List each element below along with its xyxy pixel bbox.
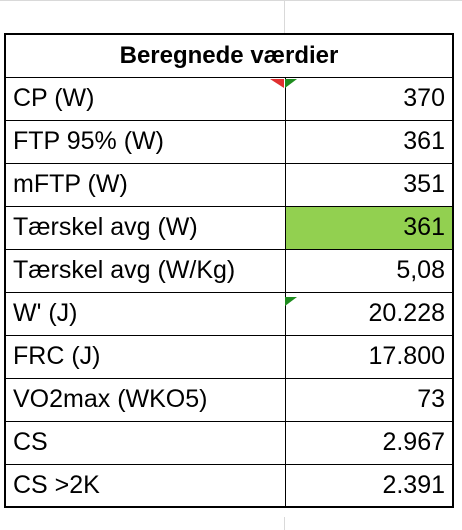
table-row: FRC (J) 17.800 xyxy=(4,334,454,379)
row-value: 20.228 xyxy=(284,291,454,336)
comment-indicator xyxy=(285,297,297,306)
table-row: Tærskel avg (W) 361 xyxy=(4,205,454,250)
row-label: FTP 95% (W) xyxy=(4,119,286,164)
row-value: 370 xyxy=(284,76,454,121)
row-value: 351 xyxy=(284,162,454,207)
table-title: Beregnede værdier xyxy=(4,33,454,78)
values-table: Beregnede værdier CP (W) 370 FTP 95% (W) 36… xyxy=(4,33,454,508)
table-row: CP (W) 370 xyxy=(4,76,454,121)
table-row: CS >2K 2.391 xyxy=(4,463,454,508)
table-row: W' (J) 20.228 xyxy=(4,291,454,336)
row-label: Tærskel avg (W/Kg) xyxy=(4,248,286,293)
row-label: VO2max (WKO5) xyxy=(4,377,286,422)
grid-line xyxy=(284,0,285,33)
row-value: 2.967 xyxy=(284,420,454,465)
row-value: 73 xyxy=(284,377,454,422)
row-value: 2.391 xyxy=(284,463,454,508)
row-value: 17.800 xyxy=(284,334,454,379)
table-row: Tærskel avg (W/Kg) 5,08 xyxy=(4,248,454,293)
row-label: CS xyxy=(4,420,286,465)
table-row: CS 2.967 xyxy=(4,420,454,465)
row-label: mFTP (W) xyxy=(4,162,286,207)
table-row: VO2max (WKO5) 73 xyxy=(4,377,454,422)
table-row: mFTP (W) 351 xyxy=(4,162,454,207)
row-value: 5,08 xyxy=(284,248,454,293)
comment-indicator xyxy=(285,79,297,88)
row-label: Tærskel avg (W) xyxy=(4,205,286,250)
grid-line xyxy=(0,0,462,1)
row-value: 361 xyxy=(284,119,454,164)
header-row: Beregnede værdier xyxy=(4,33,454,78)
row-value: 361 xyxy=(284,205,454,250)
grid-line xyxy=(284,517,285,530)
row-label: CS >2K xyxy=(4,463,286,508)
row-label: FRC (J) xyxy=(4,334,286,379)
row-label: CP (W) xyxy=(4,76,286,121)
table-row: FTP 95% (W) 361 xyxy=(4,119,454,164)
row-label: W' (J) xyxy=(4,291,286,336)
table-body: Beregnede værdier CP (W) 370 FTP 95% (W) 36… xyxy=(4,33,454,508)
comment-indicator xyxy=(270,79,284,88)
